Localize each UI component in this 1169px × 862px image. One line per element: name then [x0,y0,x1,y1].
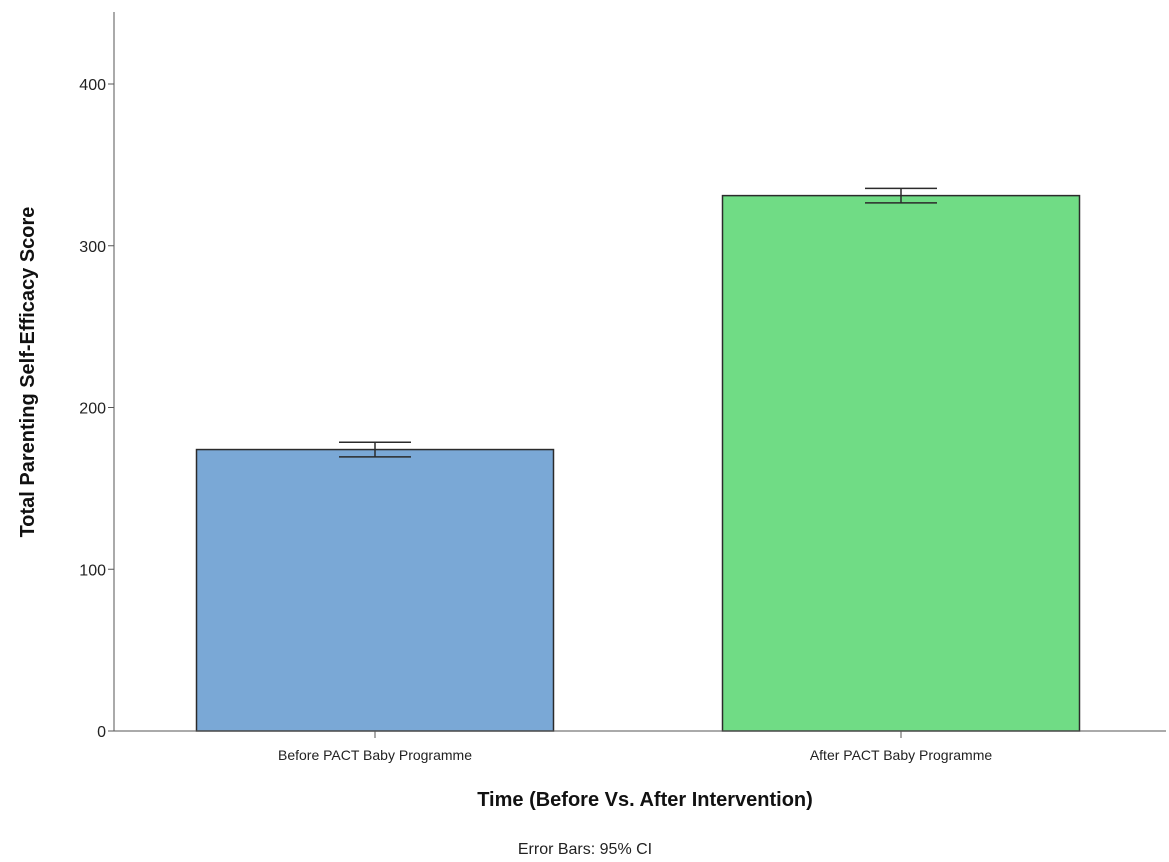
bar [195,448,555,732]
bar [721,194,1081,732]
error-bar [339,441,411,458]
y-axis-title: Total Parenting Self-Efficacy Score [17,207,39,538]
y-axis: 0 100 200 300 400 [79,12,115,741]
x-tick-label: After PACT Baby Programme [810,747,993,763]
y-tick-label: 300 [79,239,106,256]
y-tick-label: 0 [97,724,106,741]
y-tick-label: 200 [79,401,106,418]
error-bars [339,187,937,458]
y-tick-label: 100 [79,562,106,579]
error-bars-note: Error Bars: 95% CI [518,841,652,858]
y-tick-label: 400 [79,77,106,94]
x-axis-title: Time (Before Vs. After Intervention) [477,789,813,811]
x-tick-label: Before PACT Baby Programme [278,747,472,763]
x-axis: Before PACT Baby Programme After PACT Bab… [114,730,1166,763]
error-bar [865,187,937,204]
bars [195,194,1081,732]
